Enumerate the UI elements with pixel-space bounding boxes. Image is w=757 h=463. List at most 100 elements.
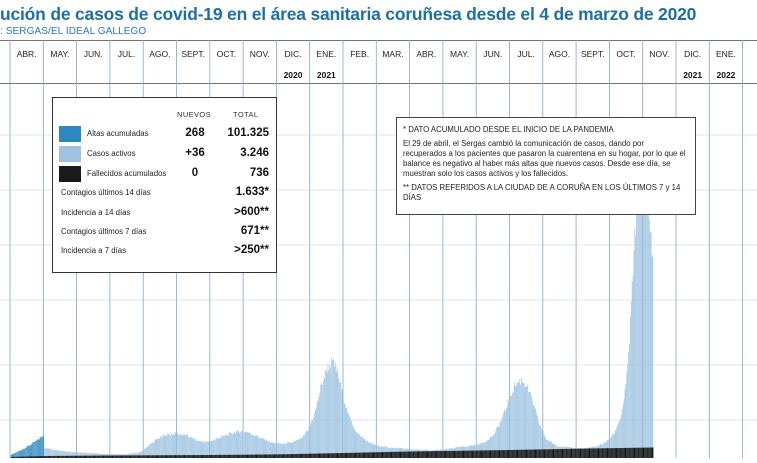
bar-fallecidos: [486, 450, 488, 458]
bar-fallecidos: [308, 453, 310, 458]
bar-fallecidos: [478, 450, 480, 458]
bar-activos: [275, 443, 277, 458]
bar-fallecidos: [16, 456, 18, 458]
bar-fallecidos: [42, 456, 44, 458]
bar-fallecidos: [407, 451, 409, 458]
bar-activos: [641, 171, 643, 458]
bar-fallecidos: [343, 452, 345, 458]
month-tick-label: ABR.: [416, 49, 436, 59]
bar-fallecidos: [611, 448, 612, 458]
bar-fallecidos: [523, 449, 525, 458]
bar-activos: [297, 439, 298, 458]
bar-fallecidos: [353, 452, 355, 458]
bar-fallecidos: [590, 448, 592, 458]
bar-activos: [155, 439, 157, 458]
bar-activos: [44, 448, 45, 458]
bar-fallecidos: [490, 450, 492, 458]
bar-activos: [637, 190, 638, 458]
bar-fallecidos: [28, 456, 30, 458]
bar-activos: [624, 389, 626, 458]
bar-fallecidos: [207, 455, 209, 458]
bar-fallecidos: [170, 455, 171, 458]
bar-fallecidos: [614, 448, 616, 458]
bar-activos: [372, 444, 374, 458]
bar-fallecidos: [586, 448, 588, 458]
bar-fallecidos: [373, 452, 375, 458]
bar-activos: [349, 416, 350, 458]
bar-fallecidos: [297, 453, 299, 458]
bar-fallecidos: [161, 455, 162, 458]
bar-activos: [223, 435, 224, 458]
bar-fallecidos: [476, 450, 477, 458]
bar-fallecidos: [199, 455, 201, 458]
bar-fallecidos: [469, 450, 471, 458]
bar-fallecidos: [277, 454, 279, 458]
bar-altas: [37, 439, 39, 458]
bar-fallecidos: [54, 455, 55, 458]
bar-altas: [40, 436, 42, 458]
bar-activos: [171, 434, 173, 458]
bar-fallecidos: [104, 455, 106, 458]
bar-activos: [140, 451, 142, 458]
bar-fallecidos: [195, 455, 197, 458]
note-explanation: El 29 de abril, el Sergas cambió la comu…: [403, 139, 686, 178]
bar-activos: [647, 195, 648, 459]
bar-activos: [153, 442, 154, 458]
bar-activos: [270, 442, 271, 458]
bar-activos: [67, 451, 69, 458]
bar-fallecidos: [280, 454, 282, 458]
bar-altas: [33, 441, 35, 458]
bar-fallecidos: [189, 455, 190, 458]
bar-fallecidos: [550, 449, 552, 458]
bar-fallecidos: [126, 455, 128, 458]
bar-activos: [79, 452, 80, 458]
bar-fallecidos: [356, 452, 358, 458]
bar-activos: [188, 436, 189, 458]
bar-fallecidos: [57, 455, 59, 458]
bar-activos: [239, 433, 241, 458]
bar-activos: [537, 416, 539, 458]
bar-fallecidos: [265, 454, 267, 458]
bar-fallecidos: [409, 451, 411, 458]
bar-altas: [27, 445, 29, 458]
bar-activos: [346, 407, 348, 458]
bar-activos: [45, 448, 46, 458]
bar-activos: [175, 433, 177, 458]
bar-fallecidos: [159, 455, 161, 458]
bar-activos: [489, 437, 491, 458]
bar-fallecidos: [187, 455, 189, 458]
bar-fallecidos: [189, 455, 191, 458]
bar-fallecidos: [272, 454, 274, 458]
bar-fallecidos: [153, 455, 155, 458]
bar-fallecidos: [642, 447, 644, 458]
bar-fallecidos: [112, 455, 114, 458]
bar-fallecidos: [397, 451, 399, 458]
bar-fallecidos: [234, 454, 235, 458]
bar-fallecidos: [405, 451, 406, 458]
bar-activos: [636, 204, 638, 458]
bar-fallecidos: [521, 449, 522, 458]
bar-fallecidos: [378, 452, 379, 458]
bar-fallecidos: [503, 450, 504, 458]
bar-activos: [370, 442, 372, 458]
bar-fallecidos: [618, 448, 620, 458]
bar-fallecidos: [380, 452, 382, 458]
bar-fallecidos: [558, 449, 559, 458]
bar-activos: [618, 422, 620, 458]
bar-activos: [541, 430, 543, 458]
bar-fallecidos: [452, 450, 454, 458]
bar-fallecidos: [502, 450, 504, 458]
bar-activos: [620, 418, 621, 458]
bar-fallecidos: [522, 449, 523, 458]
month-tick-label: OCT.: [217, 49, 236, 59]
bar-activos: [501, 420, 503, 458]
bar-fallecidos: [596, 448, 598, 458]
legend-col-nuevos: NUEVOS: [177, 110, 212, 119]
bar-fallecidos: [535, 449, 537, 458]
bar-activos: [54, 450, 56, 458]
bar-fallecidos: [322, 453, 324, 458]
bar-fallecidos: [181, 455, 183, 458]
bar-activos: [495, 428, 497, 458]
year-tick-label: 2022: [716, 70, 735, 80]
bar-fallecidos: [364, 452, 366, 458]
